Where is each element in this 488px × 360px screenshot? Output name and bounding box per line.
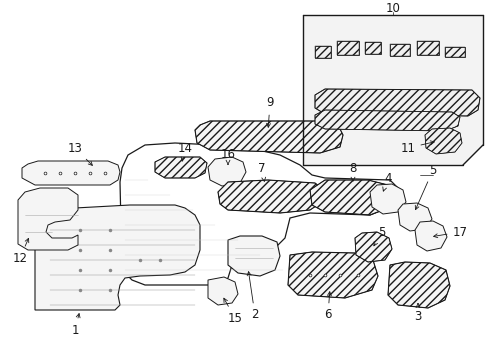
Polygon shape — [35, 205, 200, 310]
Text: 5: 5 — [373, 225, 385, 246]
Text: 15: 15 — [224, 298, 242, 324]
Text: 11: 11 — [400, 141, 433, 154]
Text: 16: 16 — [220, 148, 235, 165]
Polygon shape — [364, 42, 380, 54]
Polygon shape — [227, 236, 280, 276]
Polygon shape — [218, 180, 324, 213]
Polygon shape — [444, 47, 464, 57]
Polygon shape — [314, 110, 459, 131]
Polygon shape — [336, 41, 358, 55]
Text: 4: 4 — [382, 171, 391, 191]
Polygon shape — [387, 262, 449, 308]
Polygon shape — [389, 44, 409, 56]
Polygon shape — [397, 203, 431, 231]
Polygon shape — [207, 277, 238, 305]
Polygon shape — [155, 157, 206, 178]
Text: 6: 6 — [324, 292, 331, 321]
Polygon shape — [207, 157, 245, 186]
Polygon shape — [22, 161, 120, 185]
Polygon shape — [424, 128, 461, 154]
Polygon shape — [416, 41, 438, 55]
Text: 17: 17 — [433, 225, 467, 238]
Text: 1: 1 — [71, 314, 80, 337]
Polygon shape — [18, 188, 78, 250]
Polygon shape — [314, 89, 479, 116]
Polygon shape — [309, 180, 392, 215]
Text: 10: 10 — [385, 1, 400, 14]
Polygon shape — [369, 184, 405, 214]
Text: 14: 14 — [177, 141, 192, 161]
Text: 13: 13 — [67, 141, 92, 165]
Polygon shape — [414, 221, 446, 251]
Polygon shape — [303, 15, 482, 165]
Text: 8: 8 — [348, 162, 356, 181]
Text: 9: 9 — [265, 96, 273, 127]
Polygon shape — [354, 232, 391, 262]
Polygon shape — [195, 121, 342, 153]
Polygon shape — [314, 46, 330, 58]
Text: 5: 5 — [414, 163, 436, 210]
Text: 2: 2 — [247, 272, 258, 321]
Text: 7: 7 — [258, 162, 265, 181]
Text: 12: 12 — [13, 238, 29, 265]
Text: 3: 3 — [413, 303, 421, 323]
Polygon shape — [287, 252, 377, 298]
